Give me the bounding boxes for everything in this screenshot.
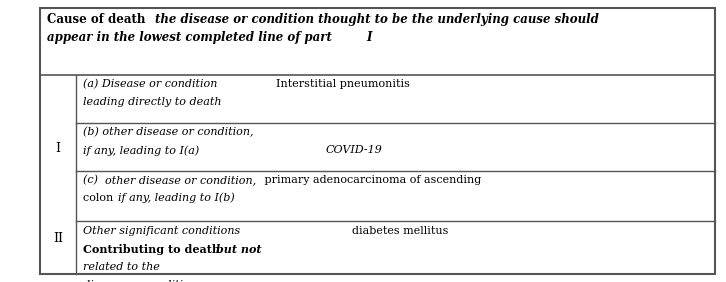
- Text: diabetes mellitus: diabetes mellitus: [352, 226, 449, 235]
- FancyBboxPatch shape: [40, 8, 715, 274]
- Text: (b) other disease or condition,: (b) other disease or condition,: [83, 127, 254, 137]
- Text: primary adenocarcinoma of ascending: primary adenocarcinoma of ascending: [261, 175, 481, 185]
- Text: leading directly to death: leading directly to death: [83, 97, 222, 107]
- Text: Contributing to death: Contributing to death: [83, 244, 224, 255]
- Text: appear in the lowest completed line of part: appear in the lowest completed line of p…: [47, 31, 336, 44]
- Text: Other significant conditions: Other significant conditions: [83, 226, 241, 235]
- Text: disease or condition: disease or condition: [83, 280, 197, 282]
- Text: (c): (c): [83, 175, 102, 185]
- Text: COVID-19: COVID-19: [325, 145, 382, 155]
- Text: the disease or condition thought to be the underlying cause should: the disease or condition thought to be t…: [155, 13, 598, 26]
- Text: I: I: [367, 31, 372, 44]
- Text: but not: but not: [216, 244, 261, 255]
- Text: other disease or condition,: other disease or condition,: [105, 175, 256, 185]
- Text: if any, leading to I(a): if any, leading to I(a): [83, 145, 200, 155]
- Text: Cause of death: Cause of death: [47, 13, 150, 26]
- Text: II: II: [53, 232, 63, 246]
- Text: Interstitial pneumonitis: Interstitial pneumonitis: [276, 79, 409, 89]
- Text: related to the: related to the: [83, 262, 160, 272]
- Text: (a) Disease or condition: (a) Disease or condition: [83, 79, 218, 89]
- Text: colon: colon: [83, 193, 117, 203]
- Text: I: I: [56, 142, 60, 155]
- Text: if any, leading to I(b): if any, leading to I(b): [118, 193, 235, 203]
